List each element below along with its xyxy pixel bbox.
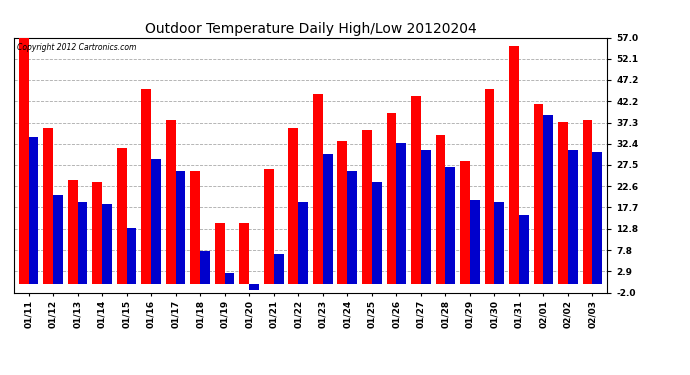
- Bar: [43, 128, 53, 284]
- Bar: [435, 135, 445, 284]
- Bar: [151, 159, 161, 284]
- Bar: [396, 143, 406, 284]
- Bar: [200, 252, 210, 284]
- Bar: [126, 228, 137, 284]
- Bar: [509, 46, 519, 284]
- Text: Copyright 2012 Cartronics.com: Copyright 2012 Cartronics.com: [17, 43, 136, 52]
- Bar: [225, 273, 235, 284]
- Bar: [264, 170, 274, 284]
- Bar: [102, 204, 112, 284]
- Bar: [568, 150, 578, 284]
- Bar: [337, 141, 347, 284]
- Bar: [386, 113, 396, 284]
- Bar: [323, 154, 333, 284]
- Title: Outdoor Temperature Daily High/Low 20120204: Outdoor Temperature Daily High/Low 20120…: [145, 22, 476, 36]
- Bar: [141, 89, 151, 284]
- Bar: [92, 182, 102, 284]
- Bar: [274, 254, 284, 284]
- Bar: [166, 120, 176, 284]
- Bar: [421, 150, 431, 284]
- Bar: [117, 148, 126, 284]
- Bar: [215, 224, 225, 284]
- Bar: [593, 152, 602, 284]
- Bar: [176, 171, 186, 284]
- Bar: [77, 202, 88, 284]
- Bar: [411, 96, 421, 284]
- Bar: [362, 130, 372, 284]
- Bar: [484, 89, 495, 284]
- Bar: [582, 120, 593, 284]
- Bar: [313, 94, 323, 284]
- Bar: [495, 202, 504, 284]
- Bar: [298, 202, 308, 284]
- Bar: [544, 115, 553, 284]
- Bar: [519, 215, 529, 284]
- Bar: [533, 105, 544, 284]
- Bar: [288, 128, 298, 284]
- Bar: [460, 160, 470, 284]
- Bar: [239, 224, 249, 284]
- Bar: [19, 38, 28, 284]
- Bar: [190, 171, 200, 284]
- Bar: [249, 284, 259, 290]
- Bar: [28, 137, 39, 284]
- Bar: [372, 182, 382, 284]
- Bar: [558, 122, 568, 284]
- Bar: [445, 167, 455, 284]
- Bar: [68, 180, 77, 284]
- Bar: [347, 171, 357, 284]
- Bar: [53, 195, 63, 284]
- Bar: [470, 200, 480, 284]
